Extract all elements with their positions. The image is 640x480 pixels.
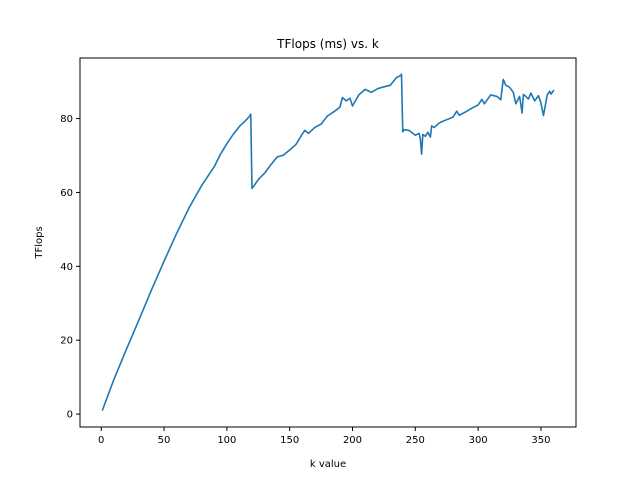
y-axis-label: TFlops	[34, 226, 45, 259]
series-layer	[101, 73, 555, 411]
y-tick-label: 80	[60, 114, 73, 125]
x-tick-label: 300	[469, 435, 488, 446]
y-axis: 0 20 40 60 80	[60, 114, 80, 421]
y-tick-label: 20	[60, 336, 73, 347]
plot-area	[80, 58, 576, 427]
x-axis-label: k value	[310, 459, 346, 470]
y-tick-label: 60	[60, 188, 73, 199]
y-tick-label: 0	[67, 410, 73, 421]
axes-frame	[79, 57, 577, 428]
x-tick-label: 50	[158, 435, 171, 446]
x-tick-label: 200	[343, 435, 362, 446]
x-tick-label: 100	[217, 435, 236, 446]
x-tick-label: 150	[280, 435, 299, 446]
x-axis: 0 50 100 150 200 250 300 350	[98, 427, 550, 446]
x-tick-label: 250	[406, 435, 425, 446]
x-tick-label: 0	[98, 435, 104, 446]
series-line	[101, 73, 555, 411]
y-tick-label: 40	[60, 262, 73, 273]
x-tick-label: 350	[531, 435, 550, 446]
chart-title: TFlops (ms) vs. k	[276, 37, 379, 51]
